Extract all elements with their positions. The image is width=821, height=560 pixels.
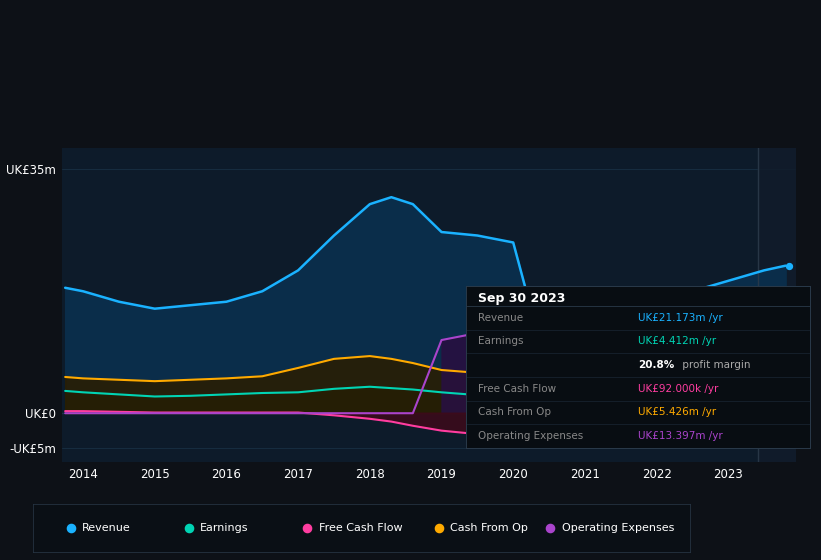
Text: Cash From Op: Cash From Op [450,523,528,533]
Point [300,523,314,532]
Text: Revenue: Revenue [82,523,131,533]
Text: Free Cash Flow: Free Cash Flow [478,384,556,394]
Text: 20.8%: 20.8% [638,360,674,370]
Text: UK£4.412m /yr: UK£4.412m /yr [638,337,716,347]
Point [182,523,195,532]
Text: Operating Expenses: Operating Expenses [478,431,583,441]
Point [544,523,557,532]
Text: Earnings: Earnings [200,523,249,533]
Point [432,523,445,532]
Text: UK£5.426m /yr: UK£5.426m /yr [638,408,716,417]
Text: Earnings: Earnings [478,337,523,347]
Point [782,261,796,270]
Text: Sep 30 2023: Sep 30 2023 [478,292,565,305]
Text: Free Cash Flow: Free Cash Flow [319,523,402,533]
Text: UK£92.000k /yr: UK£92.000k /yr [638,384,718,394]
Bar [759,148,796,462]
Text: Revenue: Revenue [478,312,523,323]
Point [782,408,796,417]
Text: UK£21.173m /yr: UK£21.173m /yr [638,312,722,323]
Point [782,371,796,380]
Text: UK£13.397m /yr: UK£13.397m /yr [638,431,722,441]
Point [782,315,796,324]
Text: Cash From Op: Cash From Op [478,408,551,417]
Point [782,378,796,387]
Point [64,523,77,532]
Text: profit margin: profit margin [679,360,750,370]
Text: Operating Expenses: Operating Expenses [562,523,674,533]
